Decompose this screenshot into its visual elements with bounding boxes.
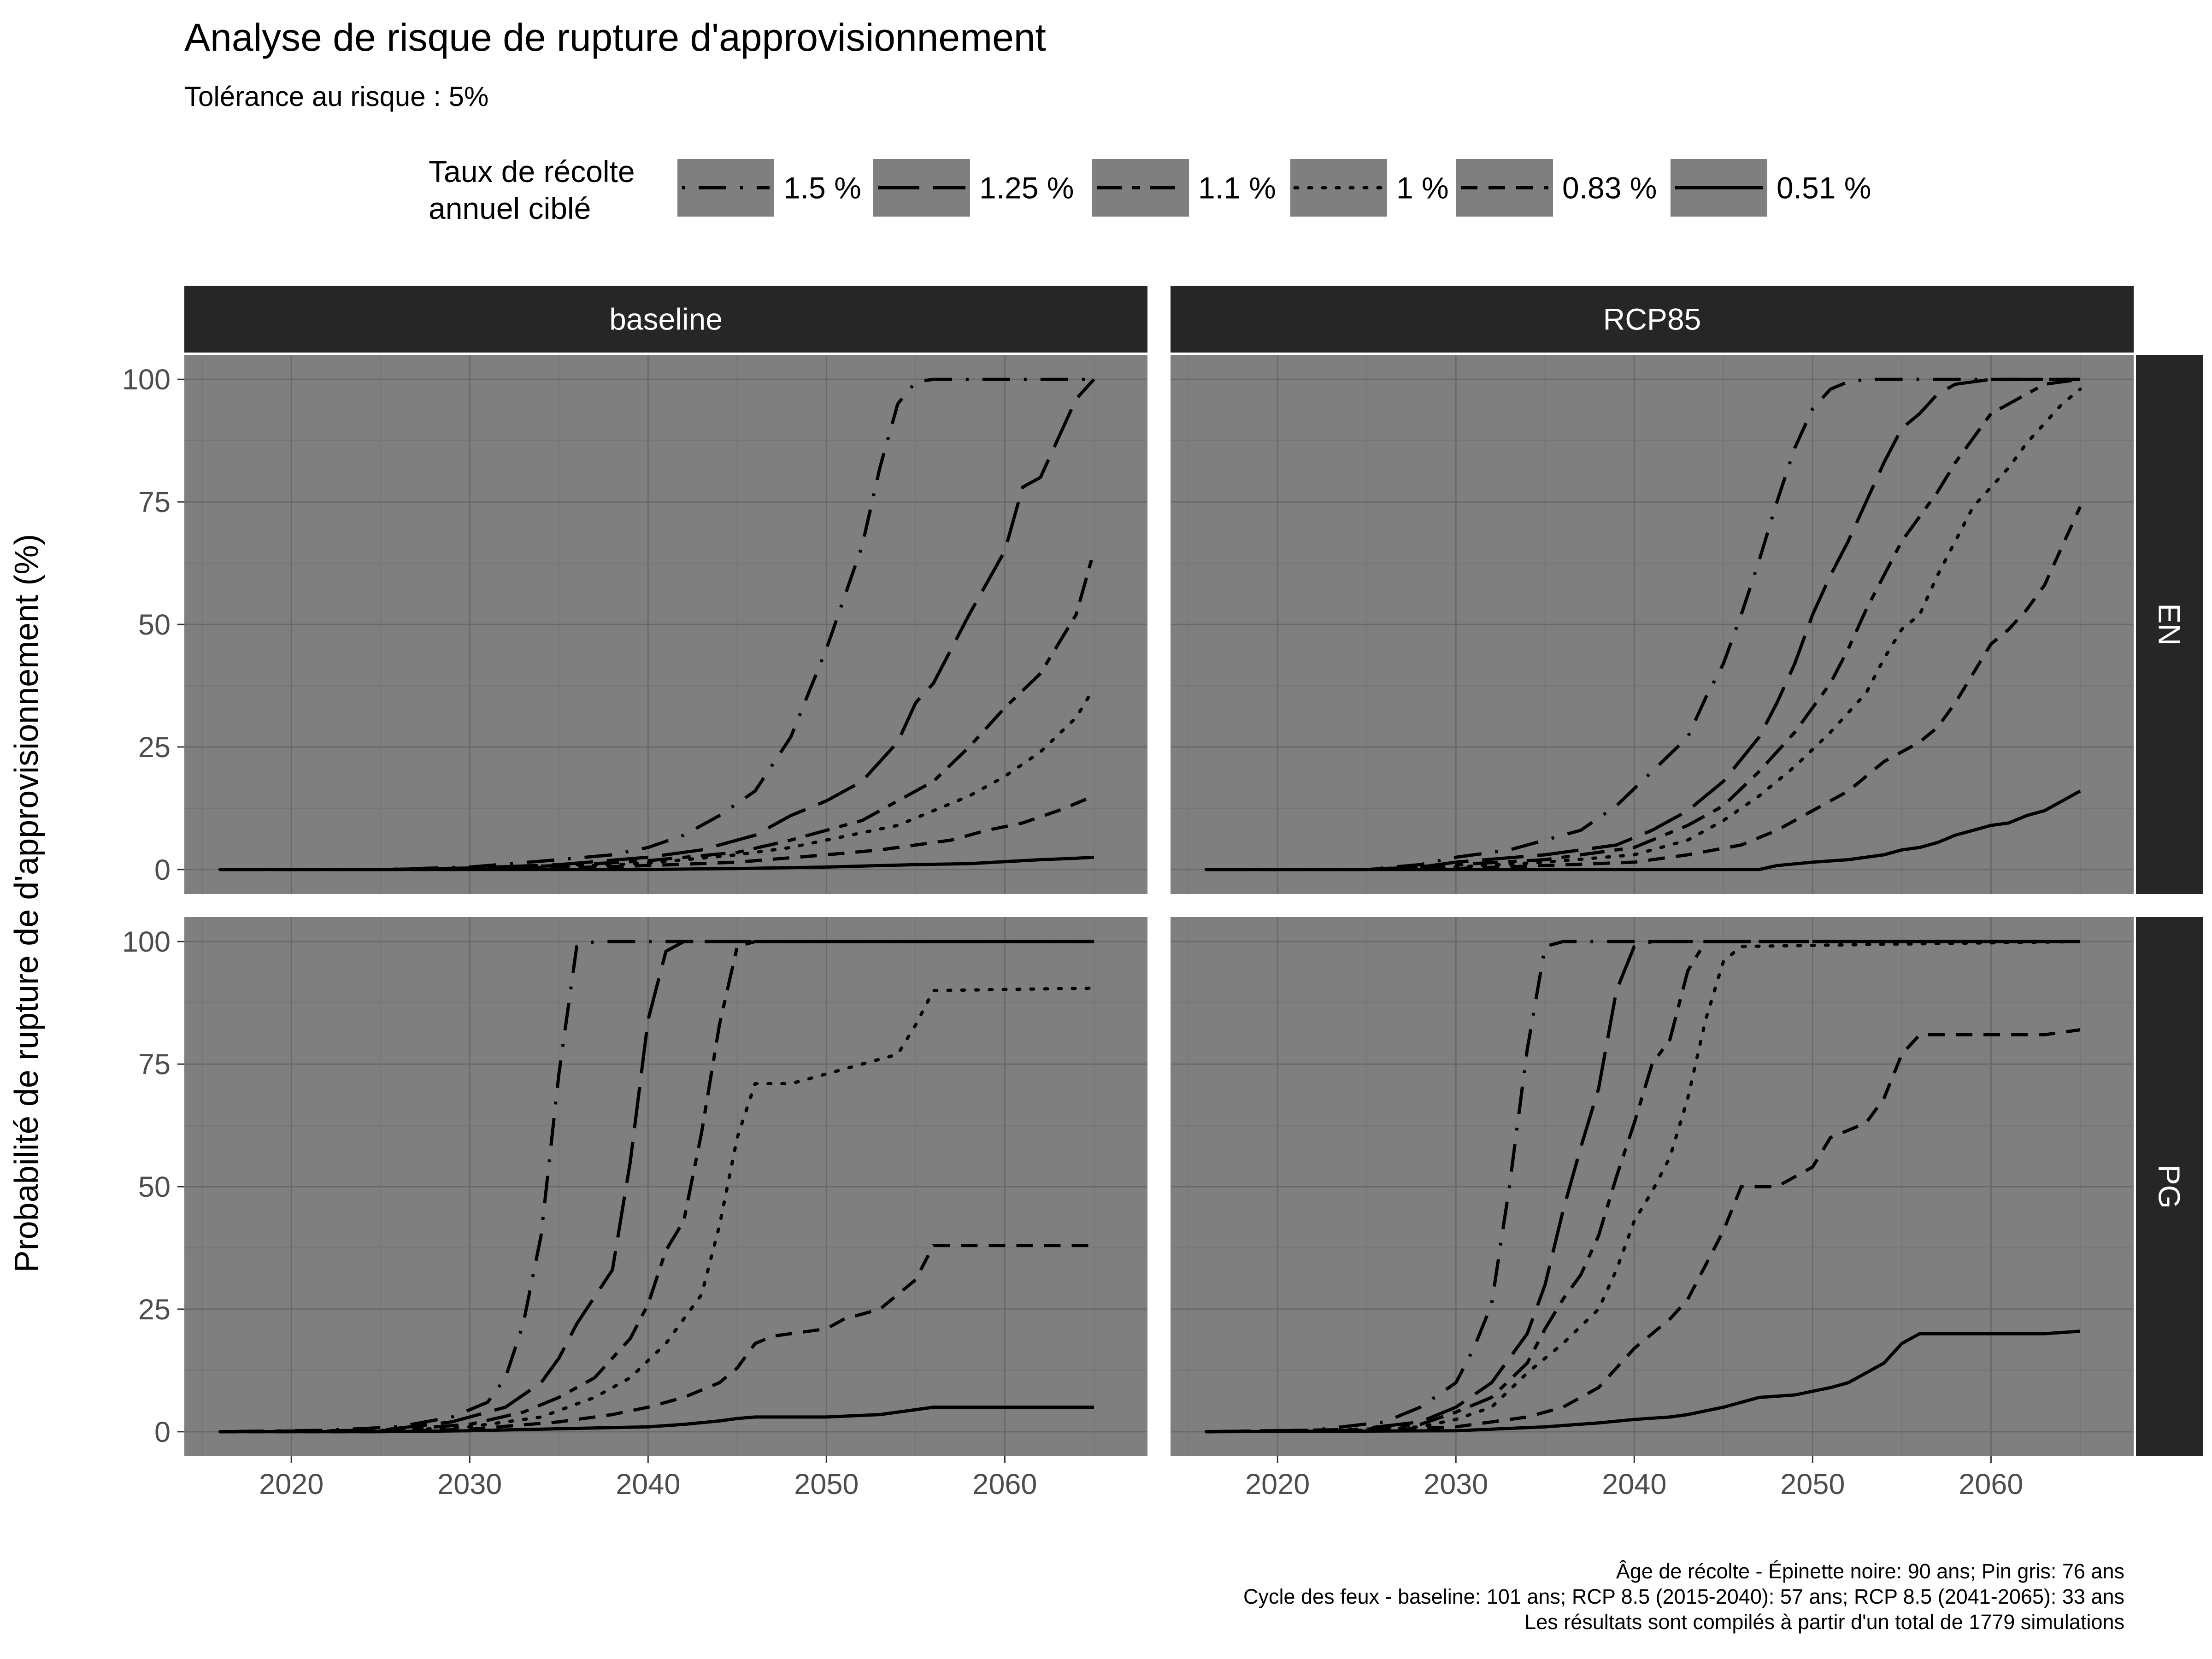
y-tick-label: 100 bbox=[122, 926, 171, 958]
y-tick-label: 25 bbox=[138, 1294, 171, 1326]
x-tick-label: 2050 bbox=[1780, 1468, 1845, 1500]
strip-rcp85: RCP85 bbox=[1171, 286, 2134, 353]
series-line-0-51-rcp85-pg bbox=[1206, 1330, 2081, 1434]
facet-panels bbox=[184, 355, 2134, 1456]
panel-baseline-en bbox=[184, 355, 1147, 894]
strip-background bbox=[1171, 286, 2134, 353]
strip-baseline: baseline bbox=[184, 286, 1147, 353]
series-line-1-1-rcp85-en bbox=[1206, 377, 2081, 871]
series-line-0-83-rcp85-pg bbox=[1206, 1028, 2081, 1434]
legend-item-1-25: 1.25 % bbox=[873, 159, 1074, 217]
facet-strips: baseline RCP85 EN PG bbox=[184, 286, 2203, 1456]
series-line-1-5-rcp85-pg bbox=[1206, 940, 2080, 1434]
series-line-1-1-rcp85-pg bbox=[1206, 940, 2080, 1434]
legend-label: 1 % bbox=[1396, 171, 1449, 205]
series-line-1-25-rcp85-en bbox=[1206, 377, 2080, 871]
x-tick-label: 2030 bbox=[437, 1468, 502, 1500]
strip-background bbox=[2136, 917, 2203, 1456]
y-tick-label: 75 bbox=[138, 1048, 171, 1081]
y-tick-label: 0 bbox=[154, 854, 171, 886]
y-tick-label: 75 bbox=[138, 486, 171, 518]
legend-title-line-1: Taux de récolte bbox=[429, 154, 635, 188]
x-tick-label: 2020 bbox=[1245, 1468, 1310, 1500]
x-tick-label: 2020 bbox=[259, 1468, 324, 1500]
legend-label: 0.51 % bbox=[1777, 171, 1871, 205]
series-line-1-5-baseline-pg bbox=[220, 940, 1094, 1434]
series-line-1-rcp85-en bbox=[1204, 388, 2082, 871]
legend-item-1-1: 1.1 % bbox=[1092, 159, 1276, 217]
series-line-1-1-baseline-en bbox=[220, 550, 1096, 871]
y-tick-label: 25 bbox=[138, 731, 171, 764]
caption-line-1: Âge de récolte - Épinette noire: 90 ans;… bbox=[1616, 1559, 2124, 1583]
x-tick-label: 2060 bbox=[972, 1468, 1037, 1500]
y-tick-label: 100 bbox=[122, 364, 171, 396]
axes: 0 25 50 75 100 0 25 50 75 100 2020 2030 2040 2050 2060… bbox=[122, 364, 2024, 1500]
series-line-1-5-baseline-en bbox=[220, 377, 1094, 871]
legend-label: 0.83 % bbox=[1562, 171, 1657, 205]
caption-line-3: Les résultats sont compilés à partir d'u… bbox=[1524, 1610, 2124, 1634]
y-tick-label: 50 bbox=[138, 1171, 171, 1203]
series-line-1-baseline-pg bbox=[218, 986, 1096, 1434]
legend-item-0-83: 0.83 % bbox=[1456, 159, 1657, 217]
x-tick-label: 2040 bbox=[616, 1468, 680, 1500]
strip-label-baseline: baseline bbox=[609, 302, 723, 336]
y-axis-title: Probabilité de rupture de d'approvisionn… bbox=[8, 534, 45, 1273]
legend-label: 1.25 % bbox=[979, 171, 1074, 205]
legend-title-line-2: annuel ciblé bbox=[429, 191, 591, 225]
strip-background bbox=[184, 286, 1147, 353]
chart-title: Analyse de risque de rupture d'approvisi… bbox=[184, 16, 1046, 59]
legend: Taux de récolte annuel ciblé 1.5 % 1.25 %… bbox=[429, 154, 1871, 225]
strip-label-pg: PG bbox=[2153, 1165, 2187, 1208]
caption-line-2: Cycle des feux - baseline: 101 ans; RCP … bbox=[1243, 1585, 2124, 1608]
legend-label: 1.5 % bbox=[783, 171, 861, 205]
legend-item-1-5: 1.5 % bbox=[677, 159, 861, 217]
x-tick-label: 2040 bbox=[1602, 1468, 1666, 1500]
panel-rcp85-pg bbox=[1171, 917, 2134, 1456]
strip-en: EN bbox=[2136, 355, 2203, 894]
series-line-1-5-rcp85-en bbox=[1206, 377, 2080, 871]
series-line-1-25-rcp85-pg bbox=[1206, 940, 2080, 1434]
legend-label: 1.1 % bbox=[1198, 171, 1276, 205]
series-line-0-51-rcp85-en bbox=[1206, 789, 2081, 871]
series-line-1-25-baseline-pg bbox=[220, 940, 1094, 1434]
legend-item-1: 1 % bbox=[1290, 159, 1449, 217]
x-tick-label: 2050 bbox=[794, 1468, 859, 1500]
caption: Âge de récolte - Épinette noire: 90 ans;… bbox=[1243, 1559, 2124, 1634]
strip-label-rcp85: RCP85 bbox=[1603, 302, 1701, 336]
series-line-1-25-baseline-en bbox=[220, 378, 1095, 871]
strip-label-en: EN bbox=[2153, 603, 2187, 646]
series-line-1-1-baseline-pg bbox=[220, 940, 1094, 1434]
legend-items: 1.5 % 1.25 % 1.1 % 1 % 0.83 % 0.51 % bbox=[677, 159, 1871, 217]
y-tick-label: 0 bbox=[154, 1416, 171, 1448]
series-line-0-51-baseline-en bbox=[220, 855, 1094, 871]
strip-pg: PG bbox=[2136, 917, 2203, 1456]
series-line-0-51-baseline-pg bbox=[220, 1406, 1094, 1434]
legend-title: Taux de récolte annuel ciblé bbox=[429, 154, 643, 225]
legend-item-0-51: 0.51 % bbox=[1671, 159, 1871, 217]
panel-baseline-pg bbox=[184, 917, 1147, 1456]
chart-subtitle: Tolérance au risque : 5% bbox=[184, 81, 488, 112]
x-tick-label: 2030 bbox=[1424, 1468, 1488, 1500]
series-line-0-83-rcp85-en bbox=[1206, 506, 2082, 871]
strip-background bbox=[2136, 355, 2203, 894]
y-tick-label: 50 bbox=[138, 609, 171, 641]
x-tick-label: 2060 bbox=[1959, 1468, 2023, 1500]
panel-rcp85-en bbox=[1171, 355, 2134, 894]
